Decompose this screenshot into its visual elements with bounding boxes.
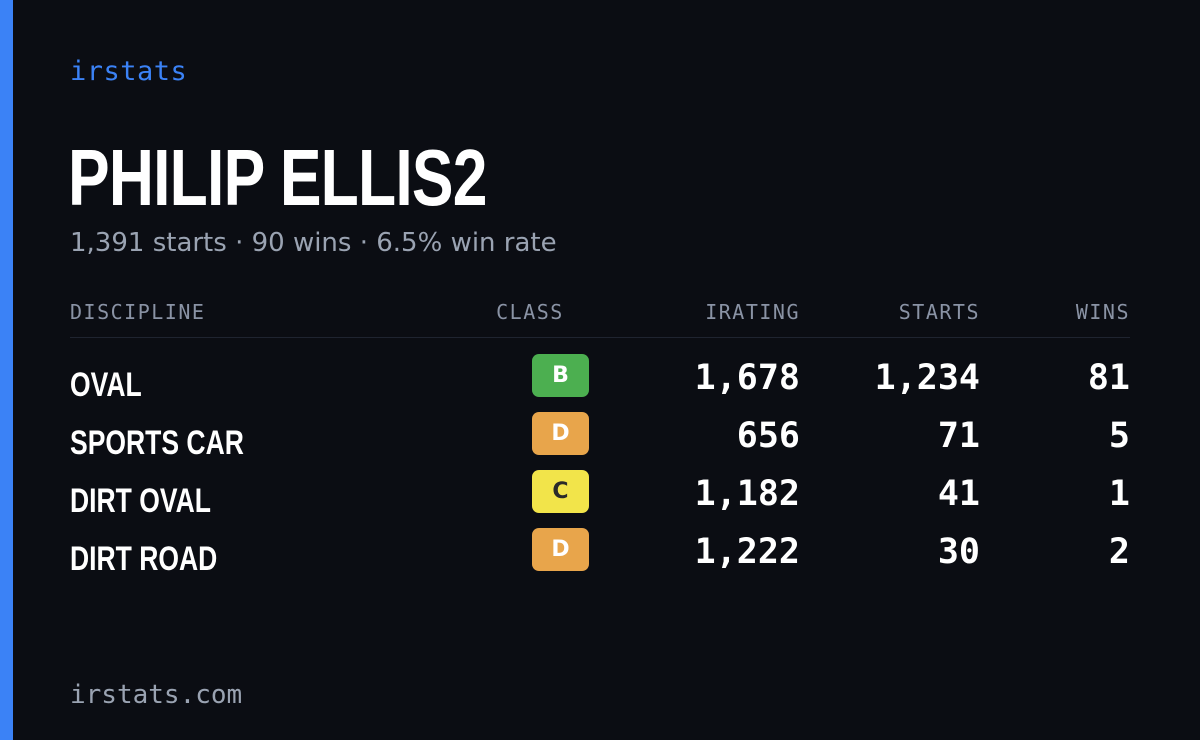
player-name: PHILIP ELLIS2 [68,133,487,222]
table-header: DISCIPLINE CLASS IRATING STARTS WINS [70,300,1130,338]
class-badge: D [532,528,589,571]
starts-value: 1,234 [874,358,980,398]
class-badge: C [532,470,589,513]
player-summary: 1,391 starts · 90 wins · 6.5% win rate [70,228,557,258]
discipline-table-body: OVAL B 1,678 1,234 81 SPORTS CAR D 656 7… [70,352,1130,584]
irating-value: 656 [736,416,800,456]
wins-value: 2 [1108,532,1130,572]
wins-value: 81 [1087,358,1130,398]
irating-value: 1,678 [694,358,800,398]
brand-logo: irstats [70,56,188,87]
discipline-name: DIRT ROAD [70,540,218,578]
header-discipline: DISCIPLINE [70,300,206,324]
header-class: CLASS [496,300,564,324]
class-badge: B [532,354,589,397]
irating-value: 1,222 [694,532,800,572]
header-irating: IRATING [705,300,800,324]
discipline-name: OVAL [70,366,142,404]
header-wins: WINS [1075,300,1130,324]
wins-value: 5 [1108,416,1130,456]
table-row: SPORTS CAR D 656 71 5 [70,410,1130,468]
footer-url: irstats.com [70,680,243,710]
starts-value: 41 [937,474,980,514]
class-badge: D [532,412,589,455]
starts-value: 30 [937,532,980,572]
accent-bar [0,0,13,740]
table-row: OVAL B 1,678 1,234 81 [70,352,1130,410]
header-starts: STARTS [898,300,980,324]
discipline-name: SPORTS CAR [70,424,244,462]
wins-value: 1 [1108,474,1130,514]
table-row: DIRT ROAD D 1,222 30 2 [70,526,1130,584]
discipline-name: DIRT OVAL [70,482,211,520]
table-row: DIRT OVAL C 1,182 41 1 [70,468,1130,526]
starts-value: 71 [937,416,980,456]
irating-value: 1,182 [694,474,800,514]
